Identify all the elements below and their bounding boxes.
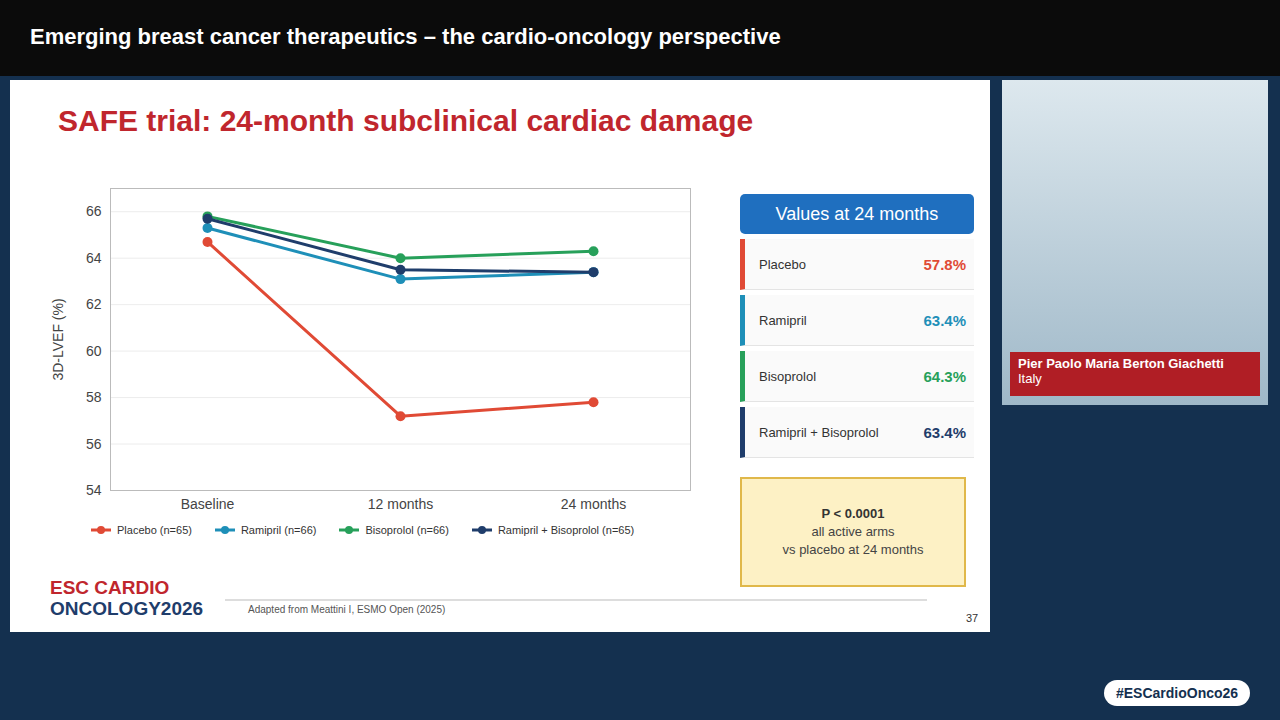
html-text:Ramipril (n=66): Ramipril (n=66) bbox=[240, 524, 317, 536]
html-text:Emerging breast cancer therape: Emerging breast cancer therapeutics – th… bbox=[30, 24, 781, 49]
html-text:Values at 24 months: Values at 24 months bbox=[775, 204, 939, 224]
html-text:ESC CARDIO: ESC CARDIO bbox=[50, 577, 170, 598]
html-text:ONCOLOGY2026: ONCOLOGY2026 bbox=[50, 598, 204, 619]
html-text:63.4%: 63.4% bbox=[923, 423, 966, 441]
html-text:vs placebo at 24 months: vs placebo at 24 months bbox=[782, 542, 924, 557]
html-text:Placebo: Placebo bbox=[759, 256, 806, 272]
html-text:P < 0.0001: P < 0.0001 bbox=[821, 506, 885, 521]
svg-text:24 months: 24 months bbox=[561, 496, 626, 512]
html-text:Italy: Italy bbox=[1018, 371, 1042, 386]
html-text:SAFE trial: 24-month subclinic: SAFE trial: 24-month subclinical cardiac… bbox=[58, 104, 754, 137]
svg-text:54: 54 bbox=[86, 482, 102, 498]
svg-text:3D-LVEF (%): 3D-LVEF (%) bbox=[50, 298, 66, 380]
svg-text:60: 60 bbox=[86, 343, 102, 359]
html-text:Bisoprolol (n=66): Bisoprolol (n=66) bbox=[365, 524, 449, 536]
svg-text:58: 58 bbox=[86, 389, 102, 405]
svg-text:62: 62 bbox=[86, 296, 102, 312]
html-text:37: 37 bbox=[966, 612, 979, 624]
html-text:#ESCardioOnco26: #ESCardioOnco26 bbox=[1116, 685, 1239, 701]
html-text:63.4%: 63.4% bbox=[923, 311, 966, 329]
html-text:57.8%: 57.8% bbox=[923, 255, 966, 273]
svg-text:64: 64 bbox=[86, 250, 102, 266]
html-text:Ramipril + Bisoprolol: Ramipril + Bisoprolol bbox=[759, 424, 879, 440]
svg-text:56: 56 bbox=[86, 436, 102, 452]
svg-text:12 months: 12 months bbox=[368, 496, 433, 512]
html-text:64.3%: 64.3% bbox=[923, 367, 966, 385]
html-text:Adapted from Meattini I, ESMO: Adapted from Meattini I, ESMO Open (2025… bbox=[248, 604, 446, 615]
svg-text:66: 66 bbox=[86, 203, 102, 219]
html-text:Bisoprolol: Bisoprolol bbox=[759, 368, 817, 384]
html-text:Placebo (n=65): Placebo (n=65) bbox=[117, 524, 192, 536]
html-text:Ramipril + Bisoprolol (n=65): Ramipril + Bisoprolol (n=65) bbox=[497, 524, 635, 536]
svg-text:Baseline: Baseline bbox=[181, 496, 235, 512]
html-text:all active arms: all active arms bbox=[811, 524, 895, 539]
html-text:Ramipril: Ramipril bbox=[759, 312, 807, 328]
html-text:Pier Paolo Maria Berton Giache: Pier Paolo Maria Berton Giachetti bbox=[1018, 356, 1224, 371]
